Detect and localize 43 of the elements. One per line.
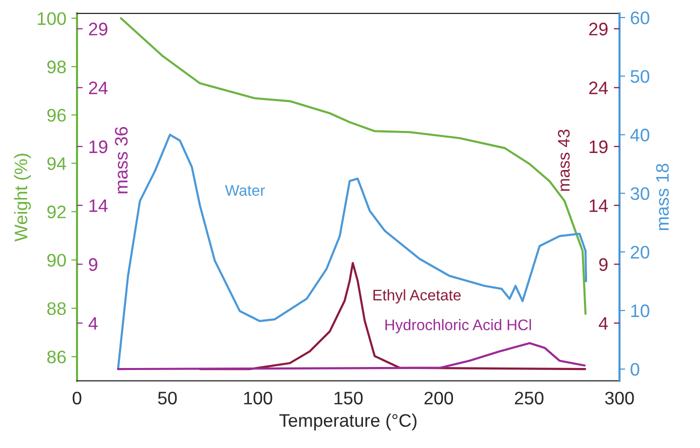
y-tick-label: 90 — [47, 254, 66, 267]
y-tick-label: 86 — [47, 350, 66, 364]
y-axis-title: Weight (%) — [14, 154, 31, 242]
y3-tick-label: 24 — [89, 82, 108, 94]
y-tick-label: 100 — [38, 12, 66, 25]
series-label: Water — [225, 185, 265, 196]
y-tick-label: 98 — [47, 60, 66, 74]
line-series — [117, 342, 586, 370]
y-tick-label: 94 — [47, 157, 66, 170]
y3-tick-label: 9 — [88, 258, 98, 271]
annotation: 4 — [598, 317, 608, 330]
annotation: 29 — [589, 22, 608, 36]
y2-tick-label: 0 — [630, 363, 640, 376]
y-tick-label: 96 — [47, 108, 66, 122]
x-tick-label: 100 — [244, 392, 272, 404]
series-label: Hydrochloric Acid HCl — [385, 319, 531, 334]
y2-tick-label: 60 — [630, 11, 650, 24]
y2-tick-label: 20 — [630, 246, 650, 259]
y2-tick-label: 30 — [630, 187, 650, 200]
annotation: 24 — [589, 82, 608, 94]
y2-tick-label: 50 — [630, 70, 650, 83]
y3-tick-label: 19 — [89, 140, 108, 154]
series-label: Ethyl Acetate — [373, 289, 461, 304]
annotation: mass 43 — [558, 130, 570, 191]
x-tick-label: 300 — [605, 392, 634, 404]
annotation: 19 — [590, 140, 608, 154]
y2-tick-label: 40 — [630, 128, 650, 142]
y-tick-label: 88 — [47, 302, 66, 316]
x-tick-label: 250 — [514, 392, 544, 404]
x-tick-label: 150 — [334, 392, 363, 404]
annotation: 9 — [599, 258, 608, 271]
y3-tick-label: 4 — [88, 317, 98, 330]
x-tick-label: 200 — [424, 392, 454, 404]
y2-tick-label: 10 — [631, 304, 650, 318]
x-axis-title: Temperature (°C) — [279, 414, 416, 430]
annotation: 14 — [590, 199, 608, 212]
x-tick-label: 50 — [158, 392, 177, 404]
y-tick-label: 92 — [47, 206, 66, 218]
y3-tick-label: 29 — [89, 22, 108, 36]
x-tick-label: 0 — [72, 392, 82, 404]
y3-axis-title: mass 36 — [114, 127, 128, 194]
y2-axis-title: mass 18 — [656, 164, 669, 230]
y3-tick-label: 14 — [89, 199, 108, 212]
